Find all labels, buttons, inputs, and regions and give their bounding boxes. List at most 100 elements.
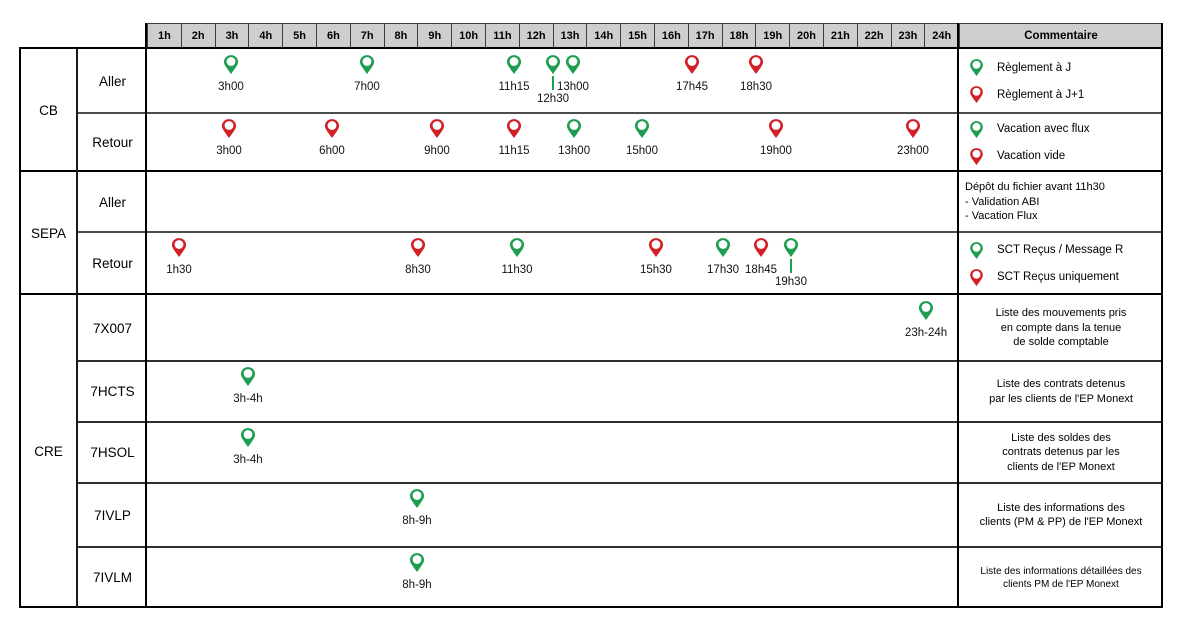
hour-header-row: 1h 2h 3h 4h 5h 6h 7h 8h 9h 10h 11h 12h 13h 14h 15h 16h 1… [147,23,959,49]
comment-text-line: de solde comptable [1013,336,1109,349]
row-label-7ivlp: 7IVLP [78,483,147,547]
hour-header-cell: 23h [891,24,926,48]
legend-label: SCT Reçus uniquement [997,271,1119,283]
legend-item: Règlement à J [961,58,1161,77]
hour-header-cell: 21h [823,24,858,48]
hour-header-cell: 11h [485,24,520,48]
green-pin-icon [918,300,935,326]
group-label-cb: CB [21,49,76,172]
legend: Règlement à J Règlement à J+1 [961,49,1161,113]
row-separator [76,421,1163,423]
green-pin-icon [240,366,257,392]
hour-header-cell: 5h [283,24,317,48]
hour-header-cell: 9h [418,24,453,48]
green-pin-icon [222,54,239,80]
green-pin-icon [240,427,257,453]
red-pin-icon [170,237,187,263]
hour-header-cell: 1h [148,24,182,48]
pin-time-label: 19h30 [774,276,807,288]
red-pin-icon [748,54,765,80]
row-separator [76,482,1163,484]
comment-cell: Liste des soldes des contrats detenus par… [961,422,1161,483]
row-separator [76,112,1163,114]
pin-time-label: 13h00 [556,81,589,93]
comment-text-line: Dépôt du fichier avant 11h30 [965,181,1105,194]
hour-header-cell: 22h [857,24,892,48]
pin-time-label: 17h45 [676,81,708,93]
hour-header-cell: 4h [249,24,284,48]
comment-cell: Vacation avec flux Vacation vide [961,113,1161,172]
green-pin-icon [358,54,375,80]
hour-header-cell: 14h [587,24,622,48]
row-label-aller: Aller [78,49,147,113]
hour-header-cell: 7h [350,24,385,48]
comment-text-line: - Validation ABI [965,195,1040,208]
pin-time-label: 3h00 [216,145,242,157]
hour-header-cell: 12h [519,24,554,48]
hour-header-cell: 17h [688,24,723,48]
green-pin-icon [408,552,425,578]
comment-cell: Liste des informations détaillées des cli… [961,547,1161,608]
green-pin-icon [545,54,562,80]
legend-label: Règlement à J+1 [997,88,1085,101]
green-pin-icon [564,54,581,80]
pin-tick [789,259,792,273]
comment-text-line: clients PM de l'EP Monext [1003,578,1119,590]
legend-label: Vacation avec flux [997,123,1090,135]
timeline-row-aller: 3h00 7h00 11h15 12h30 13h00 17h45 18h30 [147,49,959,113]
red-pin-icon [506,118,523,144]
pin-time-label: 17h30 [707,264,740,276]
comment-text-line: - Vacation Flux [965,210,1038,223]
pin-time-label: 8h-9h [402,579,432,591]
comment-text-line: en compte dans la tenue [1000,321,1122,334]
comment-column-header: Commentaire [959,23,1163,49]
hour-header-cell: 24h [925,24,959,48]
row-separator [76,360,1163,362]
row-label-retour: Retour [78,113,147,172]
green-pin-icon [506,54,523,80]
legend-label: Règlement à J [997,61,1072,74]
pin-time-label: 18h30 [740,81,772,93]
hour-header-cell: 6h [316,24,351,48]
body-bottom-border [19,606,1163,608]
left-border [19,47,21,608]
legend-label: SCT Reçus / Message R [997,244,1124,256]
comment-cell: Liste des contrats detenus par les client… [961,361,1161,422]
group-label-sepa: SEPA [21,172,76,295]
green-pin-icon [633,118,650,144]
right-border [1161,23,1163,608]
pin-tick [552,76,554,90]
pin-time-label: 11h30 [501,264,533,276]
row-label-7x007: 7X007 [78,295,147,361]
red-pin-icon [428,118,445,144]
red-pin-icon [753,237,770,263]
group-label-cre: CRE [21,295,76,608]
hour-header-cell: 15h [621,24,655,48]
comment-text-line: Liste des informations détaillées des [980,565,1142,577]
green-pin-icon [566,118,583,144]
timeline-row-7hcts: 3h-4h [147,361,959,422]
pin-time-label: 19h00 [759,145,792,157]
row-label-aller: Aller [78,172,147,232]
red-pin-icon [684,54,701,80]
pin-time-label: 3h-4h [233,393,263,405]
comment-text-line: clients de l'EP Monext [1007,460,1115,473]
row-label-7ivlm: 7IVLM [78,547,147,608]
hour-header-cell: 13h [553,24,588,48]
pin-time-label: 18h45 [745,264,778,276]
red-pin-icon [969,85,984,104]
green-pin-icon [969,241,984,260]
comment-cell: Liste des mouvements pris en compte dans … [961,295,1161,361]
red-pin-icon [221,118,238,144]
comment-left-border [957,23,959,608]
pin-time-label: 12h30 [537,93,569,105]
timeline-row-7x007: 23h-24h [147,295,959,361]
green-pin-icon [969,120,984,139]
pin-time-label: 15h00 [625,145,658,157]
hour-header-cell: 19h [756,24,791,48]
legend-item: SCT Reçus / Message R [961,241,1161,260]
legend-label: Vacation vide [997,150,1066,162]
red-pin-icon [647,237,664,263]
legend-item: SCT Reçus uniquement [961,268,1161,287]
